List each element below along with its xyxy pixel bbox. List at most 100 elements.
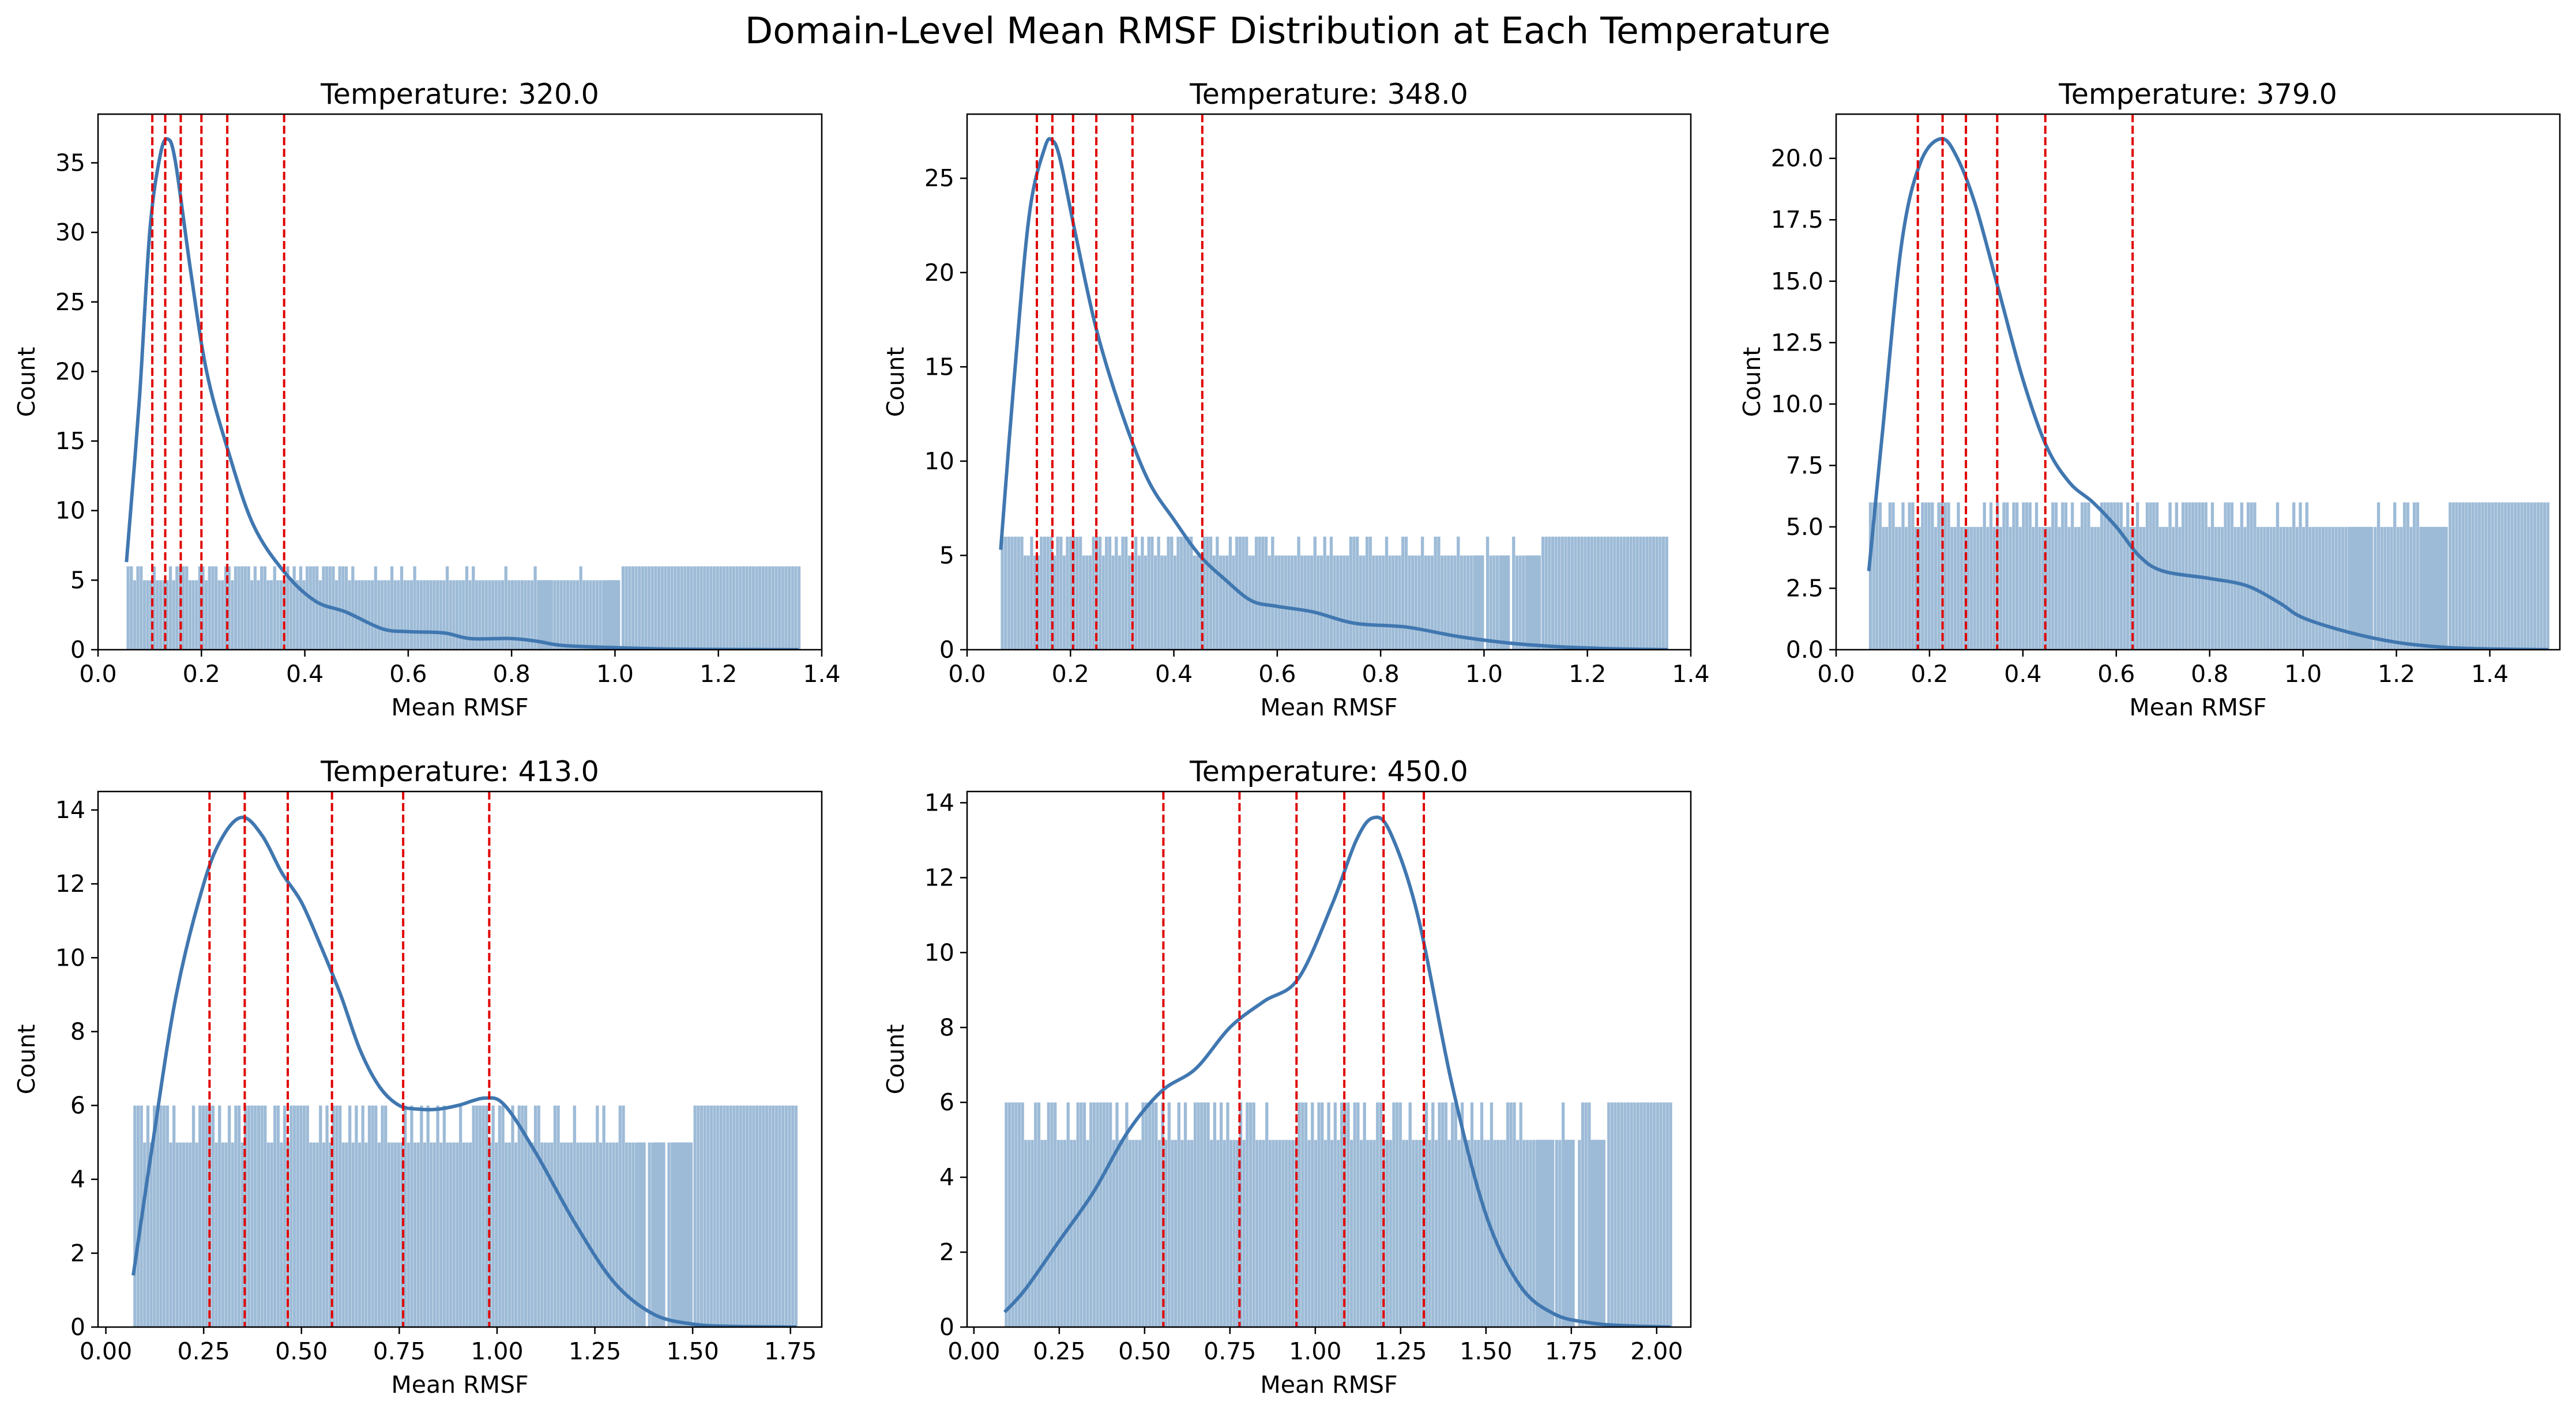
- histogram-bar: [1004, 1102, 1009, 1327]
- histogram-bar: [1225, 1102, 1230, 1327]
- histogram-bar: [1115, 1102, 1119, 1327]
- histogram-bar: [442, 1105, 446, 1327]
- histogram-bar: [412, 566, 417, 650]
- histogram-bar: [1261, 1139, 1266, 1327]
- histogram-bar: [2325, 526, 2329, 650]
- histogram-bar: [1085, 555, 1089, 650]
- histogram-bar: [1104, 536, 1108, 650]
- histogram-bar: [791, 1105, 795, 1327]
- histogram-bar: [139, 566, 143, 650]
- histogram-bar: [563, 1142, 567, 1327]
- histogram-bar: [321, 566, 326, 650]
- histogram-bar: [553, 1105, 557, 1327]
- histogram-bar: [2272, 526, 2276, 650]
- histogram-bar: [1323, 1139, 1328, 1327]
- histogram-bar: [1199, 1102, 1204, 1327]
- histogram-bar: [383, 1105, 388, 1327]
- x-tick-label: 0.6: [389, 660, 427, 688]
- histogram-bar: [1258, 536, 1262, 650]
- histogram-bar: [1588, 1140, 1606, 1327]
- histogram-bar: [2298, 502, 2303, 650]
- histogram-bar: [416, 580, 420, 650]
- histogram-bar: [1656, 1102, 1660, 1327]
- x-tick-label: 0.4: [1155, 660, 1193, 688]
- histogram-bar: [1232, 1139, 1236, 1327]
- x-tick-label: 0.6: [1258, 660, 1296, 688]
- histogram-bar: [269, 1142, 274, 1327]
- y-tick-label: 10: [55, 497, 85, 525]
- histogram-bar: [576, 1142, 580, 1327]
- histogram-bar: [2399, 526, 2404, 650]
- histogram-bar: [702, 566, 706, 650]
- histogram-bar: [1190, 1139, 1194, 1327]
- x-tick-label: 1.2: [700, 660, 737, 688]
- histogram-bar: [416, 1142, 420, 1327]
- histogram-bar: [1551, 536, 1555, 650]
- histogram-bar: [360, 580, 364, 650]
- histogram-bar: [501, 1105, 505, 1327]
- histogram-bar: [377, 1142, 381, 1327]
- histogram-bar: [1623, 1102, 1627, 1327]
- histogram-bar: [458, 580, 462, 650]
- x-tick-label: 1.0: [596, 660, 634, 688]
- histogram-bar: [1176, 536, 1180, 650]
- histogram-bar: [472, 1105, 476, 1327]
- histogram-bar: [1147, 536, 1151, 650]
- histogram-bar: [2305, 502, 2309, 650]
- y-tick-label: 10.0: [1771, 390, 1823, 418]
- histogram-bar: [1118, 1139, 1122, 1327]
- histogram-bar: [253, 566, 257, 650]
- histogram-bar: [1339, 555, 1343, 650]
- histogram-bar: [1502, 1139, 1507, 1327]
- histogram-bar: [2406, 502, 2410, 650]
- histogram-bar: [595, 580, 599, 650]
- histogram-bar: [696, 566, 700, 650]
- histogram-bar: [432, 580, 437, 650]
- kde-curve: [999, 137, 1668, 650]
- histogram-bar: [1639, 1102, 1644, 1327]
- histogram-bar: [276, 1105, 280, 1327]
- histogram-bar: [1904, 526, 1908, 650]
- histogram-bar: [306, 1105, 310, 1327]
- histogram-bar: [491, 1105, 495, 1327]
- histogram-bar: [1450, 1102, 1454, 1327]
- x-tick-label: 0.25: [1033, 1337, 1085, 1365]
- histogram-bar: [751, 1105, 756, 1327]
- histogram-bar: [1209, 1139, 1213, 1327]
- histogram-bar: [468, 1142, 472, 1327]
- histogram-bar: [2210, 502, 2214, 650]
- histogram-bar: [2035, 502, 2039, 650]
- histogram-bar: [433, 1142, 437, 1327]
- histogram-bar: [1349, 1139, 1353, 1327]
- x-tick-label: 0.50: [275, 1337, 328, 1365]
- histogram-bar: [667, 1142, 671, 1327]
- kde-curve: [1003, 815, 1671, 1327]
- histogram-bar: [1983, 502, 1987, 650]
- histogram-bar: [1509, 1102, 1513, 1327]
- histogram-bar: [2149, 502, 2153, 650]
- histogram-bar: [1102, 1102, 1106, 1327]
- histogram-bar: [2327, 526, 2331, 650]
- histogram-bar: [631, 566, 635, 650]
- histogram-bar: [1365, 536, 1369, 650]
- histogram-bar: [1296, 536, 1301, 650]
- histogram-bar: [156, 1105, 160, 1327]
- histogram-bar: [172, 580, 176, 650]
- histogram-bar: [2207, 526, 2211, 650]
- histogram-bar: [638, 1142, 646, 1327]
- histogram-bar: [1577, 536, 1581, 650]
- histogram-bar: [309, 566, 313, 650]
- histogram-bar: [208, 566, 212, 650]
- histogram-bar: [1261, 536, 1265, 650]
- histogram-bar: [1911, 502, 1915, 650]
- x-tick-label: 0.25: [178, 1337, 230, 1365]
- histogram-bar: [289, 580, 293, 650]
- histogram-bar: [2507, 502, 2511, 650]
- histogram-bar: [1610, 1102, 1614, 1327]
- histogram-bar: [1638, 536, 1643, 650]
- histogram-bar: [1483, 1139, 1487, 1327]
- histogram-bar: [2145, 502, 2149, 650]
- histogram-bar: [1098, 536, 1102, 650]
- histogram-bar: [419, 580, 423, 650]
